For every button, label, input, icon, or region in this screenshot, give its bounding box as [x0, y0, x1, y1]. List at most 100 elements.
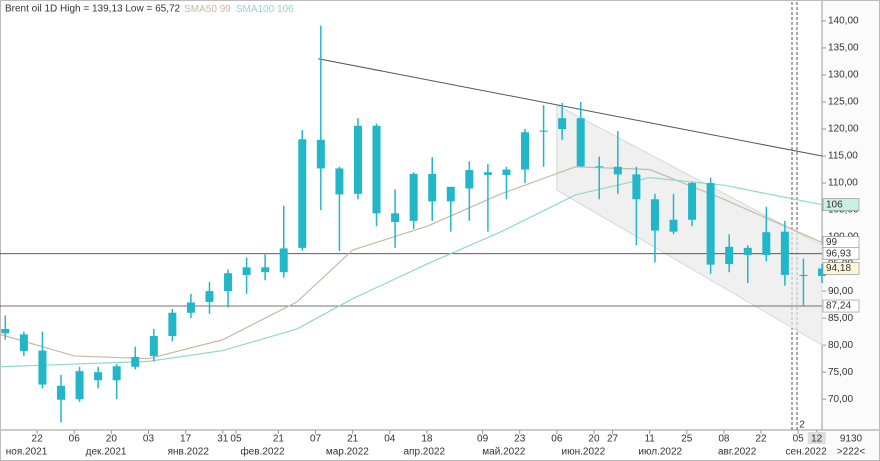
y-tick-label: 110,00 — [828, 178, 858, 189]
candle-body — [149, 335, 158, 356]
month-label: июн.2022 — [562, 447, 606, 458]
candle-body — [780, 231, 789, 275]
trendline — [318, 58, 823, 157]
sma-value-box — [822, 198, 860, 211]
x-tick-label: 17 — [180, 434, 192, 445]
candle-body — [688, 183, 697, 220]
current-date-box — [807, 432, 826, 444]
level-value: 96,93 — [826, 248, 851, 259]
x-tick-label: 21 — [273, 434, 285, 445]
candle-body — [94, 372, 103, 381]
candle-body — [353, 125, 362, 194]
candle-body — [706, 183, 715, 265]
legend-name: SMA100 — [236, 4, 275, 15]
corner-text: 2 — [799, 420, 805, 431]
candle-body — [298, 139, 307, 248]
x-tick-label: 09 — [477, 434, 489, 445]
x-tick-label: 05 — [793, 434, 805, 445]
legend-value: 106 — [277, 4, 294, 15]
candle-body — [539, 130, 548, 132]
x-tick-label: 31 — [217, 434, 229, 445]
x-tick-label: 06 — [69, 434, 81, 445]
candle-body — [428, 173, 437, 202]
candle-body — [279, 248, 288, 273]
candle-body — [316, 139, 325, 169]
candle-body — [1, 328, 10, 334]
x-tick-label: 20 — [106, 434, 118, 445]
candle-body — [56, 385, 65, 400]
level-value: 87,24 — [826, 301, 851, 312]
x-tick-label: 07 — [310, 434, 322, 445]
x-tick-label: 05 — [230, 434, 242, 445]
x-tick-label: 23 — [514, 434, 526, 445]
last-price: 94,18 — [826, 263, 851, 274]
x-tick-label: 22 — [755, 434, 767, 445]
last-price-box — [822, 262, 860, 275]
legend-entry: SMA100 106 — [236, 4, 294, 15]
level-value-box — [822, 247, 860, 260]
candle-body — [391, 213, 400, 222]
candle-body — [483, 172, 492, 175]
candle-body — [112, 366, 121, 381]
month-label: мар.2022 — [326, 447, 369, 458]
candle-body — [669, 219, 678, 232]
month-label: апр.2022 — [403, 447, 445, 458]
x-tick-label: 22 — [32, 434, 44, 445]
sma-value: 99 — [826, 237, 838, 248]
candle-body — [19, 334, 28, 352]
y-tick-label: 85,00 — [828, 313, 853, 324]
y-tick-label: 140,00 — [828, 16, 859, 27]
price-axis-bg — [822, 1, 879, 460]
candle-body — [818, 268, 826, 276]
candle-body — [409, 173, 418, 221]
candle-body — [186, 302, 195, 313]
candle-body — [335, 168, 344, 195]
candle-body — [799, 274, 808, 276]
candle-body — [38, 350, 47, 385]
month-label: дек.2021 — [86, 447, 127, 458]
candle-body — [465, 170, 474, 189]
x-tick-label: 12 — [811, 434, 823, 445]
y-tick-label: 135,00 — [828, 43, 859, 54]
candle-body — [261, 267, 270, 273]
month-label: фев.2022 — [240, 446, 285, 458]
y-tick-label: 125,00 — [828, 97, 859, 108]
candle-body — [558, 118, 567, 129]
candle-body — [168, 312, 177, 336]
y-tick-label: 80,00 — [828, 340, 853, 351]
candle-body — [725, 246, 734, 265]
x-tick-label: 20 — [588, 434, 600, 445]
candle-body — [743, 247, 752, 255]
corner-text: >222< — [837, 447, 866, 458]
legend-value: 99 — [220, 4, 232, 15]
legend-entry: SMA50 99 — [184, 4, 231, 15]
x-tick-label: 06 — [551, 434, 563, 445]
candle-body — [613, 166, 622, 175]
month-label: янв.2022 — [168, 447, 210, 458]
candle-body — [372, 125, 381, 214]
month-label: ноя.2021 — [6, 447, 48, 458]
candle-body — [131, 357, 140, 367]
candle-body — [650, 199, 659, 231]
x-tick-label: 21 — [347, 434, 359, 445]
candle-body — [521, 132, 530, 170]
candle-body — [762, 232, 771, 255]
candle-body — [595, 166, 604, 168]
y-tick-label: 130,00 — [828, 70, 859, 81]
candle-body — [446, 186, 455, 202]
candle-body — [632, 174, 641, 200]
x-tick-label: 27 — [607, 434, 619, 445]
month-label: авг.2022 — [718, 447, 757, 458]
candle-body — [502, 169, 511, 175]
chart-title: Brent oil 1D High = 139,13 Low = 65,72 — [5, 4, 181, 15]
candle-body — [75, 371, 84, 400]
y-tick-label: 120,00 — [828, 124, 859, 135]
month-label: июл.2022 — [638, 447, 682, 458]
level-value-box — [822, 299, 860, 313]
y-tick-label: 90,00 — [828, 286, 853, 297]
x-tick-label: 25 — [681, 434, 693, 445]
candle-body — [224, 273, 233, 292]
candle-body — [576, 118, 585, 167]
x-tick-label: 04 — [384, 434, 396, 445]
